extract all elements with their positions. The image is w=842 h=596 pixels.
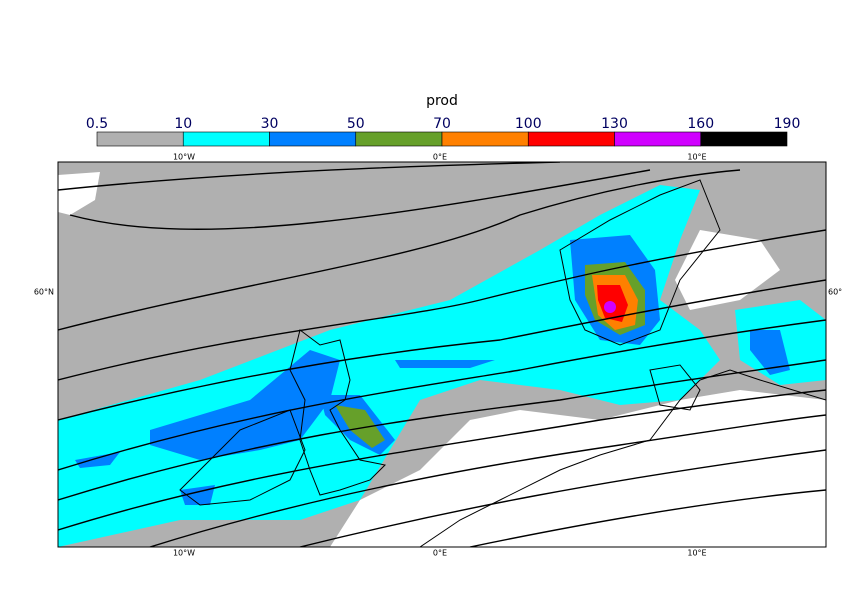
- lat-label: 60°N: [828, 288, 842, 297]
- colorbar-label: 30: [261, 116, 279, 132]
- colorbar-box: [269, 131, 357, 147]
- isobar: [58, 279, 826, 421]
- colorbar-label: 0.5: [86, 116, 108, 132]
- colorbar-box: [527, 131, 615, 147]
- lat-label: 60°N: [34, 288, 54, 297]
- coastline: [179, 409, 306, 506]
- colorbar-label: 70: [433, 116, 451, 132]
- colorbar-box: [182, 131, 270, 147]
- colorbar-box: [96, 131, 184, 147]
- colorbar-label: 50: [347, 116, 365, 132]
- isobar: [58, 229, 826, 381]
- colorbar-box: [355, 131, 443, 147]
- field-white: [330, 390, 826, 547]
- title: prod: [426, 93, 458, 109]
- isobar: [69, 169, 651, 230]
- coastline: [419, 369, 826, 547]
- isobar: [149, 414, 826, 547]
- coastline: [289, 329, 387, 496]
- isobar: [58, 389, 826, 531]
- isobar: [58, 169, 741, 331]
- field-blue: [75, 350, 495, 505]
- colorbar-label: 100: [515, 116, 542, 132]
- field-white: [58, 172, 100, 215]
- isobar: [58, 162, 561, 191]
- colorbar-label: 10: [174, 116, 192, 132]
- lon-label: 10°W: [173, 549, 195, 558]
- colorbar-box: [700, 131, 788, 147]
- field-cyan: [58, 185, 720, 547]
- isobar: [469, 489, 826, 547]
- colorbar-label: 160: [687, 116, 714, 132]
- isobar: [58, 319, 826, 471]
- map-frame: [57, 161, 827, 548]
- coastline: [559, 179, 721, 346]
- lon-label: 10°E: [687, 153, 706, 162]
- isobar: [58, 359, 826, 501]
- colorbar-box: [614, 131, 702, 147]
- colorbar-box: [441, 131, 529, 147]
- isobar: [299, 449, 826, 547]
- lon-label: 10°W: [173, 153, 195, 162]
- field-magenta: [604, 301, 616, 313]
- lon-label: 0°E: [433, 153, 447, 162]
- lon-label: 0°E: [433, 549, 447, 558]
- map: [58, 162, 826, 547]
- lon-label: 10°E: [687, 549, 706, 558]
- coastline: [649, 364, 701, 411]
- colorbar-label: 190: [774, 116, 801, 132]
- field-white: [675, 230, 780, 310]
- colorbar: 0.5 10 30 50 70 100 130 160 190: [86, 116, 801, 147]
- colorbar-label: 130: [601, 116, 628, 132]
